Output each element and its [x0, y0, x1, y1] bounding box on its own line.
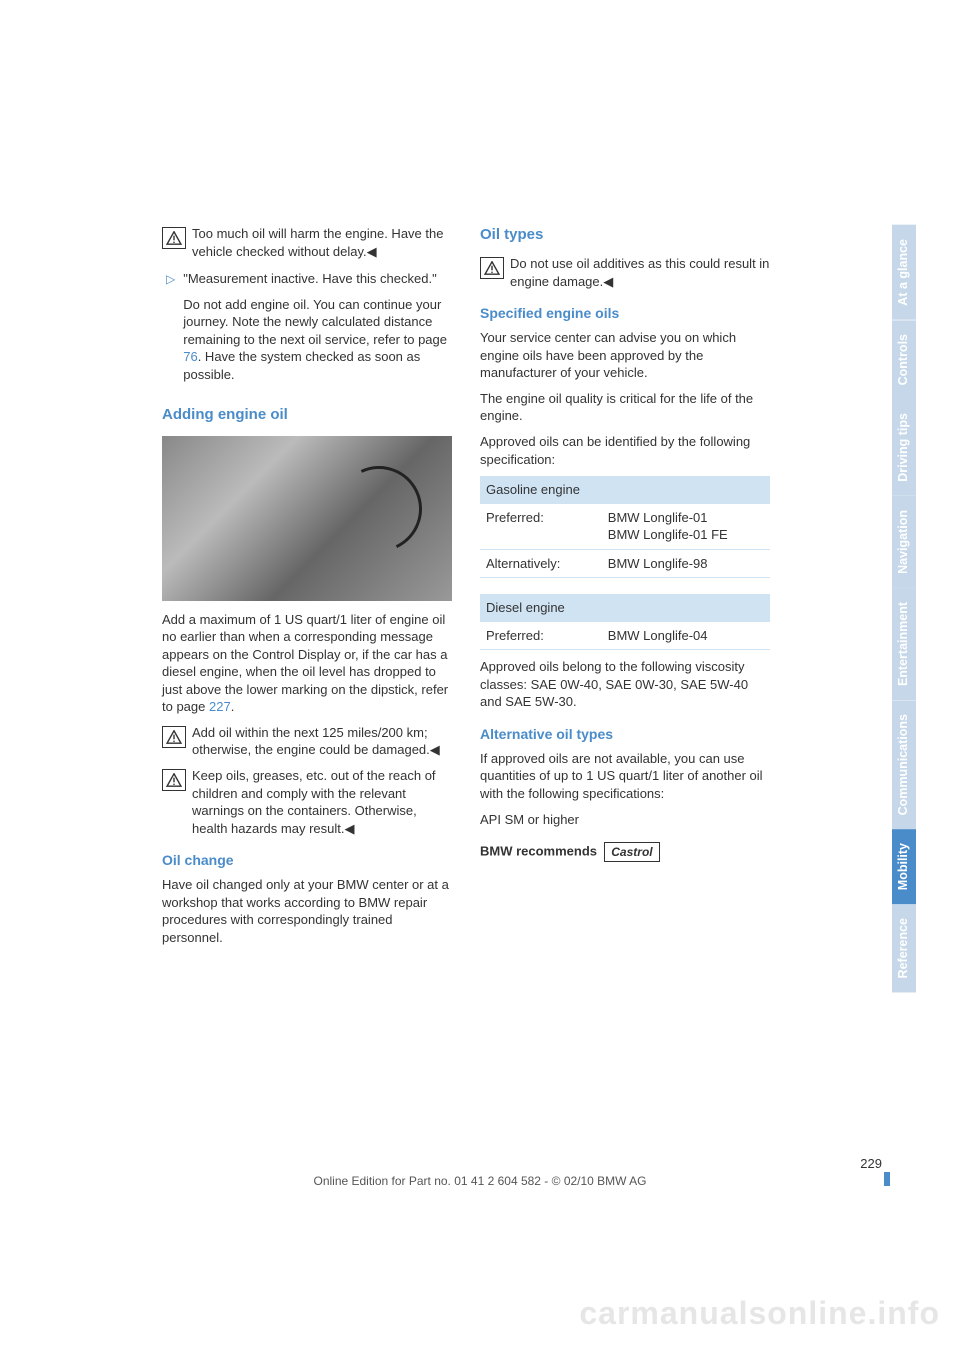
tab-driving-tips[interactable]: Driving tips	[892, 399, 916, 496]
spec-p1: Your service center can advise you on wh…	[480, 329, 770, 382]
page-number: 229	[860, 1156, 882, 1171]
diesel-table: Diesel engine Preferred: BMW Longlife-04	[480, 594, 770, 650]
warning-block: Keep oils, greases, etc. out of the reac…	[162, 767, 452, 837]
table-val: BMW Longlife-01 BMW Longlife-01 FE	[602, 504, 770, 550]
bmw-recommends: BMW recommends Castrol	[480, 842, 770, 862]
warning-text: Too much oil will harm the engine. Have …	[192, 225, 452, 260]
heading-oil-types: Oil types	[480, 225, 770, 245]
adding-paragraph: Add a maximum of 1 US quart/1 liter of e…	[162, 611, 452, 716]
alt-p1: If approved oils are not available, you …	[480, 750, 770, 803]
bullet-item: ▷ "Measurement inactive. Have this check…	[162, 270, 452, 383]
warning-block: Too much oil will harm the engine. Have …	[162, 225, 452, 260]
tab-communications[interactable]: Communications	[892, 700, 916, 829]
warning-icon	[480, 257, 504, 279]
spec-p2: The engine oil quality is critical for t…	[480, 390, 770, 425]
adding-p1-b: .	[231, 699, 235, 714]
tab-mobility[interactable]: Mobility	[892, 829, 916, 904]
oil-change-paragraph: Have oil changed only at your BMW center…	[162, 876, 452, 946]
bullet-content: "Measurement inactive. Have this checked…	[183, 270, 452, 383]
table-header: Gasoline engine	[480, 476, 770, 504]
right-column: Oil types Do not use oil additives as th…	[480, 225, 770, 946]
alt-p2: API SM or higher	[480, 811, 770, 829]
table-val: BMW Longlife-04	[602, 622, 770, 650]
footer-line: Online Edition for Part no. 01 41 2 604 …	[0, 1174, 960, 1188]
warning-block: Add oil within the next 125 miles/200 km…	[162, 724, 452, 759]
warning-icon	[162, 227, 186, 249]
gasoline-table: Gasoline engine Preferred: BMW Longlife-…	[480, 476, 770, 578]
table-row: Preferred: BMW Longlife-04	[480, 622, 770, 650]
heading-alternative-oils: Alternative oil types	[480, 725, 770, 744]
bullet-marker-icon: ▷	[166, 271, 175, 287]
side-tabs: At a glance Controls Driving tips Naviga…	[892, 225, 916, 993]
table-key: Preferred:	[480, 622, 602, 650]
warning-text: Do not use oil additives as this could r…	[510, 255, 770, 290]
castrol-logo: Castrol	[604, 842, 659, 862]
warning-text: Keep oils, greases, etc. out of the reac…	[192, 767, 452, 837]
bullet-body: Do not add engine oil. You can continue …	[183, 296, 452, 384]
table-val: BMW Longlife-98	[602, 549, 770, 578]
left-column: Too much oil will harm the engine. Have …	[162, 225, 452, 946]
recommends-label: BMW recommends	[480, 844, 597, 859]
warning-block: Do not use oil additives as this could r…	[480, 255, 770, 290]
heading-oil-change: Oil change	[162, 851, 452, 870]
page-link[interactable]: 76	[183, 349, 197, 364]
tab-at-a-glance[interactable]: At a glance	[892, 225, 916, 320]
tab-entertainment[interactable]: Entertainment	[892, 588, 916, 700]
table-header: Diesel engine	[480, 594, 770, 622]
warning-text: Add oil within the next 125 miles/200 km…	[192, 724, 452, 759]
tab-reference[interactable]: Reference	[892, 904, 916, 992]
engine-oil-image	[162, 436, 452, 601]
page-content: Too much oil will harm the engine. Have …	[0, 0, 960, 946]
table-key: Alternatively:	[480, 549, 602, 578]
tab-navigation[interactable]: Navigation	[892, 496, 916, 588]
viscosity-paragraph: Approved oils belong to the following vi…	[480, 658, 770, 711]
adding-p1-a: Add a maximum of 1 US quart/1 liter of e…	[162, 612, 448, 715]
heading-specified-oils: Specified engine oils	[480, 304, 770, 323]
spec-p3: Approved oils can be identified by the f…	[480, 433, 770, 468]
tab-controls[interactable]: Controls	[892, 320, 916, 399]
table-row: Alternatively: BMW Longlife-98	[480, 549, 770, 578]
table-key: Preferred:	[480, 504, 602, 550]
table-row: Preferred: BMW Longlife-01 BMW Longlife-…	[480, 504, 770, 550]
warning-icon	[162, 726, 186, 748]
warning-icon	[162, 769, 186, 791]
bullet-body-a: Do not add engine oil. You can continue …	[183, 297, 447, 347]
bullet-quote: "Measurement inactive. Have this checked…	[183, 270, 452, 288]
heading-adding-oil: Adding engine oil	[162, 405, 452, 425]
page-link[interactable]: 227	[209, 699, 231, 714]
watermark: carmanualsonline.info	[579, 1295, 940, 1332]
bullet-body-b: . Have the system checked as soon as pos…	[183, 349, 420, 382]
